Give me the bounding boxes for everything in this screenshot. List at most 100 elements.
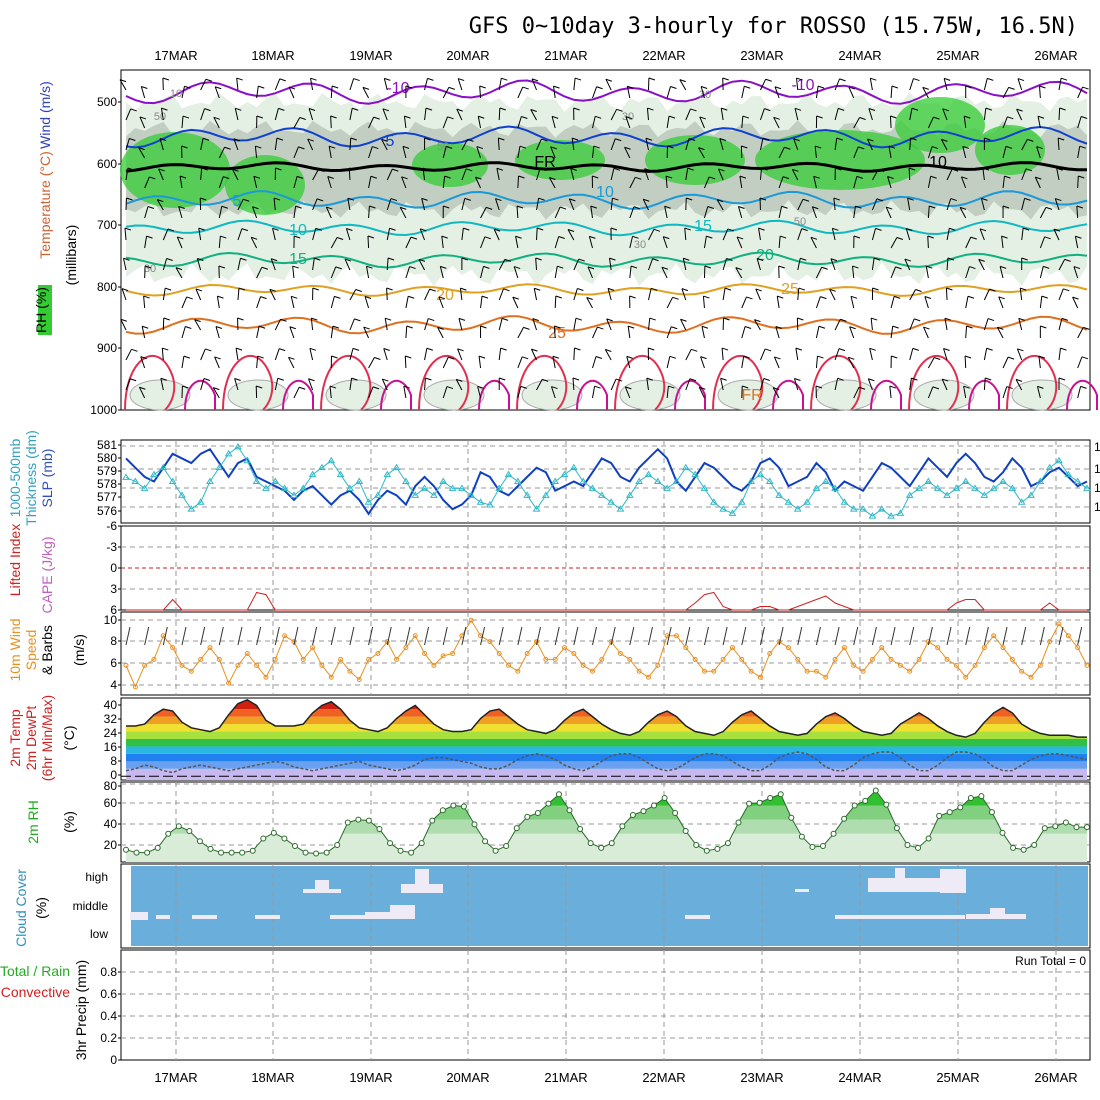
wind-barb: [722, 228, 729, 241]
wind-barb-flag: [261, 266, 269, 270]
wind-barb: [943, 348, 948, 361]
wind-barb: [424, 318, 429, 331]
wind-barb: [907, 198, 911, 211]
wind-barb: [834, 138, 838, 151]
wind-barb-flag: [984, 137, 991, 141]
wind-barb-flag: [999, 265, 1007, 269]
wind-barb-flag: [615, 138, 622, 142]
wind-barb-flag: [609, 257, 616, 261]
wind-barb: [735, 267, 743, 279]
date-label-top: 24MAR: [838, 48, 881, 63]
rh2m-marker: [534, 810, 541, 817]
thickness-marker: [971, 484, 979, 491]
wind-barb: [382, 108, 388, 121]
wind-barb: [234, 108, 239, 121]
wind-barb: [424, 377, 426, 391]
rh2m-marker: [682, 827, 689, 834]
wind10m-panel: [120, 611, 1091, 696]
surface-wind-barb: [1077, 626, 1083, 646]
wind-barb: [978, 259, 985, 271]
wind-barb: [554, 266, 558, 279]
wind-barb: [256, 296, 262, 309]
thickness-marker: [122, 473, 130, 480]
stability-tick-label: 3: [110, 582, 117, 596]
rh-high-blob: [645, 135, 745, 185]
wind-barb: [922, 87, 929, 99]
wind-barb-flag: [428, 318, 435, 322]
wind-barb-flag: [160, 377, 167, 381]
wind-barb: [890, 266, 897, 279]
wind-barb: [215, 326, 220, 339]
wind-barb-flag: [1058, 377, 1066, 381]
wind-barb-flag: [269, 288, 276, 292]
rh2m-marker: [249, 847, 256, 854]
date-label-bottom: 24MAR: [838, 1070, 881, 1085]
wind-speed-marker: [272, 656, 278, 662]
wind-barb: [741, 356, 745, 369]
wind-barb-flag: [159, 137, 167, 141]
chart-title: GFS 0~10day 3-hourly for ROSSO (15.75W, …: [469, 14, 1078, 39]
temp-tick-label: 24: [104, 726, 118, 740]
wind-barb-flag: [1079, 145, 1086, 149]
wind-barb: [644, 168, 649, 181]
wind-speed-marker: [552, 656, 558, 662]
wind-barb-flag: [364, 296, 372, 299]
wind-barb: [121, 288, 127, 301]
wind-barb-flag: [523, 326, 530, 330]
wind-barb-flag: [443, 205, 450, 209]
wind-barb-flag: [858, 386, 866, 390]
wind-barb: [890, 326, 894, 339]
precip-tick-label: 0.6: [100, 987, 117, 1001]
thickness-marker: [700, 484, 709, 491]
rh2m-marker: [735, 819, 742, 826]
wind-barb-flag: [140, 356, 147, 360]
wind-barb: [927, 357, 935, 369]
wind-speed-marker: [953, 662, 959, 668]
wind-barb-flag: [572, 137, 579, 141]
wind-barb: [422, 168, 426, 181]
wind-barb-flag: [444, 175, 451, 179]
surface-wind-barb: [554, 626, 560, 646]
wind-barb-flag: [606, 318, 613, 322]
thickness-marker: [672, 477, 681, 484]
wind-barb: [869, 78, 873, 91]
wind-barb: [421, 198, 426, 211]
wind-barb-flag: [929, 205, 936, 209]
bottom-date-axis: 17MAR 18MAR 19MAR 20MAR 21MAR 22MAR 23MAR 24MAR…: [154, 1070, 1077, 1085]
wind-barb-flag: [765, 78, 772, 82]
wind-speed-marker: [795, 656, 801, 662]
wind-barb: [363, 326, 370, 339]
wind-barb: [554, 295, 557, 309]
wind-barb-flag: [310, 77, 317, 81]
wind-barb-flag: [1044, 236, 1051, 240]
wind-barb-flag: [424, 137, 431, 141]
cloud-block: [895, 868, 905, 892]
wind-barb: [646, 108, 649, 121]
cloud-block: [966, 914, 1026, 919]
wind-speed-marker: [347, 668, 353, 674]
contour-label: FR: [534, 154, 555, 171]
date-label-bottom: 19MAR: [349, 1070, 392, 1085]
wind-barb-flag: [141, 85, 148, 89]
wind-barb-flag: [178, 205, 185, 209]
wind-barb: [405, 236, 412, 249]
wind-barb: [274, 378, 279, 391]
wind-barb: [218, 176, 224, 189]
wind-speed-marker: [590, 668, 596, 674]
wind-barb-flag: [758, 227, 765, 231]
wind-speed-marker: [879, 645, 885, 651]
wind-speed-marker: [692, 656, 698, 662]
wind-barb: [438, 296, 444, 309]
wind-barb-flag: [1061, 317, 1069, 321]
wind-barb-flag: [796, 77, 803, 81]
wind-barb: [778, 206, 783, 219]
wind-barb-flag: [292, 265, 299, 269]
wind-barb: [610, 198, 613, 211]
surface-wind-barb: [573, 626, 579, 646]
wind-barb-flag: [907, 197, 914, 201]
wind-barb: [700, 356, 705, 369]
surface-wind-barb: [927, 626, 933, 646]
wind-barb: [983, 377, 986, 391]
wind-barb: [1002, 176, 1005, 189]
wind-barb: [139, 116, 146, 129]
